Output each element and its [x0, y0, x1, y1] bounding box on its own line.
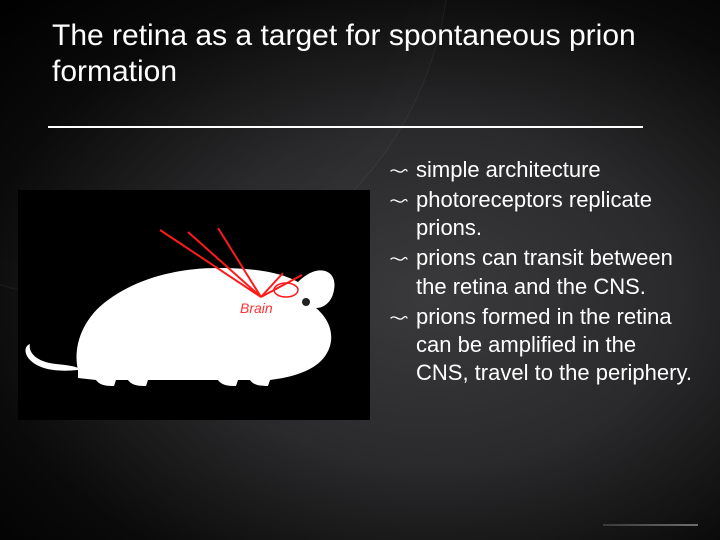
bullet-item: simple architecture — [390, 156, 694, 184]
mouse-svg — [18, 190, 370, 420]
mouse-figure: Brain — [18, 190, 370, 420]
slide-title: The retina as a target for spontaneous p… — [52, 18, 690, 90]
bullet-item: prions formed in the retina can be ampli… — [390, 303, 694, 387]
bullet-item: photoreceptors replicate prions. — [390, 186, 694, 242]
bullet-list: simple architecture photoreceptors repli… — [390, 156, 694, 389]
bullet-item: prions can transit between the retina an… — [390, 244, 694, 300]
brain-label: Brain — [240, 300, 273, 316]
footer-accent-line — [603, 524, 698, 526]
title-underline — [48, 126, 643, 128]
